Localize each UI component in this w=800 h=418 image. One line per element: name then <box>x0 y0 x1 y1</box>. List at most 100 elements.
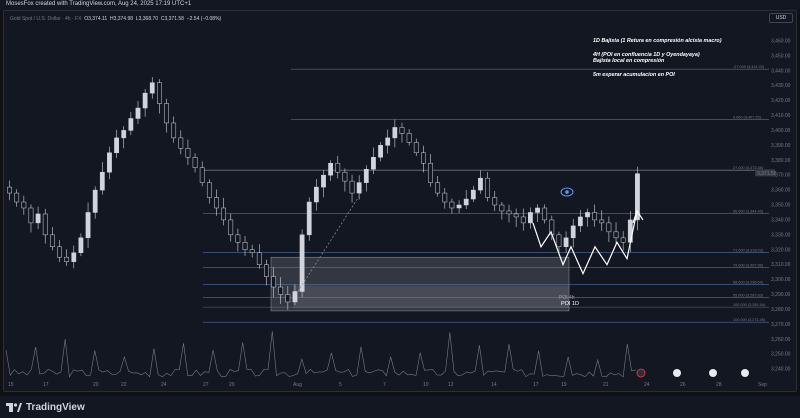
fib-level-label: 100.000 (3,281.54) <box>733 303 766 307</box>
candle-body <box>378 145 383 158</box>
candle-body <box>28 207 34 224</box>
symbol-name[interactable]: Gold Spot / U.S. Dollar · 4h · FX <box>10 16 82 22</box>
footer-bar <box>0 396 800 418</box>
candle-body <box>178 137 184 149</box>
time-tick-label: 21 <box>603 382 609 388</box>
currency-button[interactable]: USD <box>769 13 793 23</box>
candle-body <box>435 182 441 194</box>
time-tick-label: Sep <box>758 382 767 388</box>
candle-body <box>570 225 576 239</box>
price-tick-label: 3,360.00 <box>771 188 791 194</box>
volume-oscillator <box>5 331 636 378</box>
candle-body <box>556 234 562 248</box>
candle-body <box>78 237 84 253</box>
candle-body <box>92 189 98 213</box>
event-icons[interactable] <box>636 368 749 378</box>
candle-body <box>585 212 590 218</box>
candle-body <box>128 118 134 131</box>
price-tick-label: 3,260.00 <box>771 337 791 343</box>
candle-body <box>256 252 262 265</box>
ohlc-change: −2.54 (−0.08%) <box>186 16 222 22</box>
candle-body <box>449 201 455 209</box>
candle-body <box>85 212 91 239</box>
projected-path[interactable] <box>532 210 638 276</box>
price-tick-label: 3,240.00 <box>771 367 791 373</box>
candle-body <box>192 157 198 168</box>
candle-body <box>413 142 419 154</box>
candle-body <box>456 204 462 209</box>
candle-body <box>135 107 141 119</box>
us-flag-event-icon[interactable] <box>709 369 717 377</box>
candle-body <box>563 237 569 248</box>
fib-level-label: 0.000 (3,407.25) <box>733 116 762 120</box>
last-price-text: 3,371.58 <box>757 171 777 177</box>
tradingview-brand[interactable]: TradingView <box>6 402 85 413</box>
tradingview-logo-icon <box>6 403 22 412</box>
dashed-trendline[interactable] <box>297 189 364 292</box>
candle-body <box>635 173 640 221</box>
candle-body <box>528 212 533 224</box>
ohlc-open: O3,374.11 <box>84 16 108 22</box>
candle-body <box>613 231 619 239</box>
time-tick-label: 15 <box>8 382 14 388</box>
candle-body <box>392 127 398 139</box>
time-tick-label: 5 <box>339 382 342 388</box>
projected-path-arrow[interactable] <box>632 209 644 224</box>
candle-body <box>199 167 205 183</box>
annotation-1d[interactable]: 1D Bajista (1 Retura en compresión alcis… <box>593 38 722 44</box>
time-tick-label: 22 <box>121 382 127 388</box>
us-flag-event-icon[interactable] <box>741 369 749 377</box>
text-annotations[interactable]: 1D Bajista (1 Retura en compresión alcis… <box>592 38 722 78</box>
candle-body <box>142 92 148 109</box>
last-price-badge: 3,371.58 <box>755 169 777 177</box>
time-tick-label: 14 <box>491 382 497 388</box>
candle-body <box>99 171 105 191</box>
candle-body <box>35 213 41 224</box>
candle-body <box>520 216 526 224</box>
price-tick-label: 3,350.00 <box>771 203 791 209</box>
candle-body <box>470 189 476 200</box>
price-tick-label: 3,380.00 <box>771 158 791 164</box>
brand-name: TradingView <box>26 402 85 413</box>
candlestick-series <box>7 77 640 310</box>
fib-level-label: 27.000 (3,373.38) <box>733 166 764 170</box>
candle-body <box>321 174 326 188</box>
candle-body <box>485 177 490 198</box>
annotation-5m[interactable]: 5m esperar acumulacion en POI <box>593 72 675 78</box>
candle-body <box>306 201 312 236</box>
candle-body <box>171 122 177 139</box>
candle-body <box>7 186 12 194</box>
time-axis[interactable]: 15 17 20 22 24 27 29 Aug 5 7 10 12 14 17 19 21 24 26 28 Sep <box>8 382 767 388</box>
chart-frame[interactable]: Gold Spot / U.S. Dollar · 4h · FX O3,374… <box>3 10 797 392</box>
poi-zone-4h[interactable] <box>293 285 569 308</box>
price-axis[interactable]: 3,240.00 3,250.00 3,260.00 3,270.00 3,280.00… <box>771 38 791 372</box>
us-flag-event-icon[interactable] <box>673 369 681 377</box>
candle-body <box>335 162 341 173</box>
time-tick-label: 27 <box>203 382 209 388</box>
candle-body <box>206 182 212 198</box>
price-tick-label: 3,450.00 <box>771 53 791 59</box>
candle-body <box>599 219 605 224</box>
price-chart[interactable]: -27.000 (3,441.02) 0.000 (3,407.25) 27.000… <box>3 10 797 392</box>
price-tick-label: 3,440.00 <box>771 68 791 74</box>
candle-body <box>299 234 305 292</box>
time-tick-label: 17 <box>43 382 49 388</box>
candle-body <box>42 213 48 236</box>
fib-level-label: 95.000 (3,287.83) <box>733 294 764 298</box>
annotation-local[interactable]: Bajista local en compresión <box>593 58 665 64</box>
fib-level-label: 88.000 (3,296.64) <box>733 281 764 285</box>
price-tick-label: 3,300.00 <box>771 277 791 283</box>
poi-zone[interactable] <box>270 256 570 312</box>
price-tick-label: 3,280.00 <box>771 307 791 313</box>
price-tick-label: 3,410.00 <box>771 113 791 119</box>
candle-body <box>385 137 391 146</box>
eye-icon[interactable] <box>560 187 574 197</box>
candle-body <box>506 210 512 215</box>
time-tick-label: 10 <box>423 382 429 388</box>
candle-body <box>342 171 348 182</box>
candle-body <box>349 180 355 194</box>
candle-body <box>363 168 369 183</box>
candle-body <box>356 182 362 194</box>
annotation-4h[interactable]: 4H (POI en confluencia 1D y Oyendayaya) <box>592 52 700 58</box>
alert-event-icon[interactable] <box>636 368 646 378</box>
